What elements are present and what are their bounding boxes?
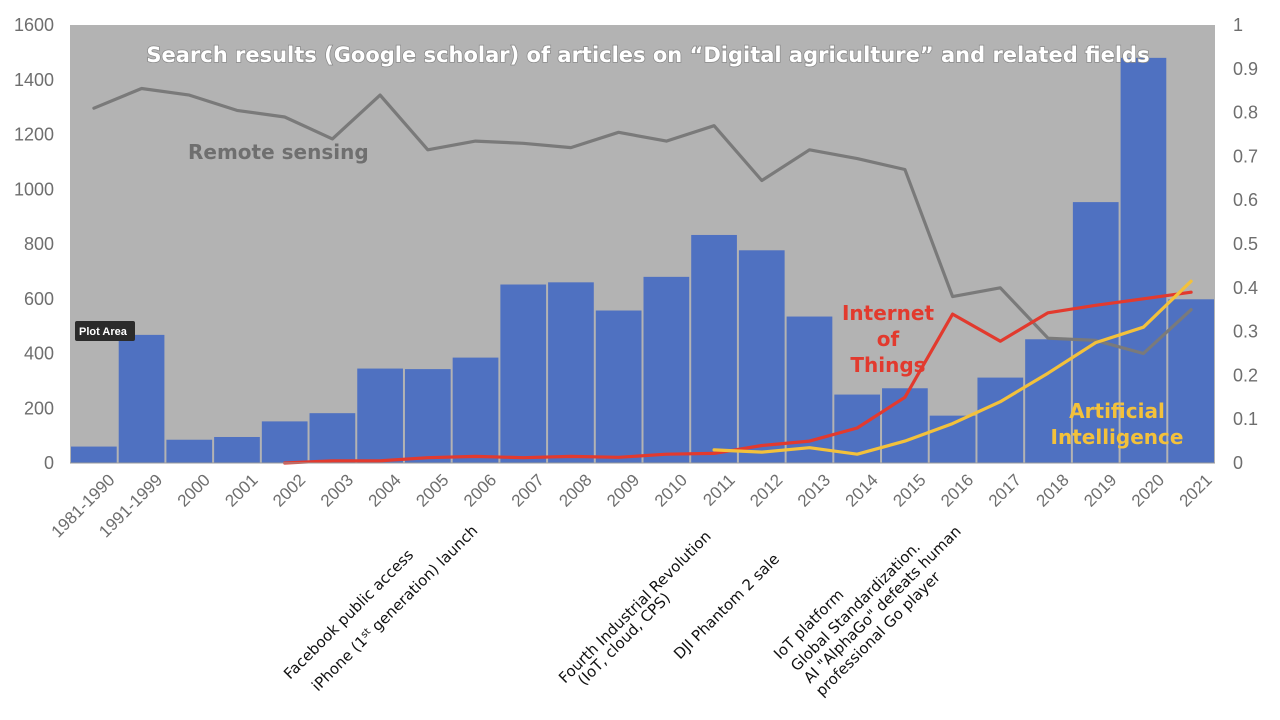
iot-label-line3: Things <box>850 353 925 377</box>
ai-label-line2: Intelligence <box>1051 425 1184 449</box>
bar-2020 <box>1120 57 1167 463</box>
x-tick-label: 2014 <box>842 470 882 510</box>
bar-2010 <box>643 276 690 463</box>
right-tick-label: 0.7 <box>1233 146 1258 166</box>
bar-2019 <box>1072 202 1119 463</box>
right-tick-label: 0.4 <box>1233 278 1258 298</box>
left-tick-label: 200 <box>24 398 54 418</box>
iot-label-line1: Internet <box>842 301 934 325</box>
x-tick-label: 2012 <box>746 470 786 510</box>
left-tick-label: 1000 <box>14 179 54 199</box>
plot-area[interactable] <box>70 25 1215 463</box>
bar-2011 <box>691 234 737 463</box>
chart-title: Search results (Google scholar) of artic… <box>146 43 1149 67</box>
x-tick-label: 2008 <box>555 470 595 510</box>
x-tick-label: 2011 <box>699 470 738 509</box>
bar-series <box>71 57 1214 463</box>
right-tick-label: 0.5 <box>1233 234 1258 254</box>
iot-label-line2: of <box>877 327 900 351</box>
tooltip-box <box>75 321 135 341</box>
x-tick-label: 2017 <box>985 470 1025 510</box>
bar-2001 <box>214 436 260 463</box>
right-tick-label: 1 <box>1233 15 1243 35</box>
bar-1991-1999 <box>118 334 165 463</box>
line-artificial-intelligence <box>712 279 1193 456</box>
x-tick-label: 2019 <box>1080 470 1120 510</box>
bar-2012 <box>738 250 785 463</box>
right-tick-label: 0.9 <box>1233 59 1258 79</box>
x-tick-label: 2010 <box>651 470 691 510</box>
x-tick-label: 2001 <box>221 470 261 510</box>
left-tick-label: 800 <box>24 234 54 254</box>
bar-2003 <box>309 413 356 463</box>
bar-2008 <box>548 282 594 463</box>
right-tick-label: 0.8 <box>1233 103 1258 123</box>
right-axis: 0 0.1 0.2 0.3 0.4 0.5 0.6 0.7 0.8 0.9 1 <box>1233 15 1258 473</box>
x-tick-label: 2013 <box>794 470 834 510</box>
right-tick-label: 0.1 <box>1233 409 1258 429</box>
ai-label-line1: Artificial <box>1069 399 1165 423</box>
left-tick-label: 1200 <box>14 125 54 145</box>
bar-2004 <box>357 368 403 463</box>
bar-2013 <box>786 316 833 463</box>
line-series <box>92 86 1193 465</box>
left-tick-label: 0 <box>44 453 54 473</box>
x-tick-label: 2021 <box>1176 470 1216 510</box>
right-tick-label: 0 <box>1233 453 1243 473</box>
left-tick-label: 600 <box>24 289 54 309</box>
left-tick-label: 400 <box>24 344 54 364</box>
event-iphone: iPhone (1st generation) launch <box>308 522 481 695</box>
right-tick-label: 0.2 <box>1233 365 1258 385</box>
line-remote-sensing <box>92 86 1193 356</box>
left-tick-label: 1400 <box>14 70 54 90</box>
right-tick-label: 0.6 <box>1233 190 1258 210</box>
left-tick-label: 1600 <box>14 15 54 35</box>
x-tick-label: 2015 <box>889 470 929 510</box>
event-fourth-industrial-1: Fourth Industrial Revolution <box>555 527 715 687</box>
bar-2009 <box>595 310 642 463</box>
tooltip-text: Plot Area <box>79 326 128 338</box>
x-tick-label: 2020 <box>1128 470 1168 510</box>
x-tick-label: 2002 <box>269 470 309 510</box>
x-tick-label: 2004 <box>365 470 405 510</box>
bar-2005 <box>404 369 451 463</box>
x-tick-label: 2000 <box>174 470 214 510</box>
right-tick-label: 0.3 <box>1233 322 1258 342</box>
plot-area-tooltip: Plot Area <box>75 321 135 341</box>
x-tick-label: 2007 <box>508 470 548 510</box>
bar-2007 <box>500 284 547 463</box>
bar-2021 <box>1168 299 1214 463</box>
x-tick-label: 2006 <box>460 470 500 510</box>
bar-2000 <box>166 439 213 463</box>
left-axis: 0 200 400 600 800 1000 1200 1400 1600 <box>14 15 54 473</box>
x-tick-label: 2009 <box>603 470 643 510</box>
bar-2018 <box>1025 339 1071 463</box>
x-tick-label: 2016 <box>937 470 977 510</box>
x-tick-label: 2018 <box>1033 470 1073 510</box>
x-tick-label: 2003 <box>317 470 357 510</box>
bar-2002 <box>261 421 308 463</box>
bar-1981-1990 <box>71 446 117 463</box>
bar-2015 <box>882 388 928 463</box>
bar-2006 <box>452 357 499 463</box>
remote-sensing-label: Remote sensing <box>188 140 369 164</box>
x-tick-label: 2005 <box>412 470 452 510</box>
